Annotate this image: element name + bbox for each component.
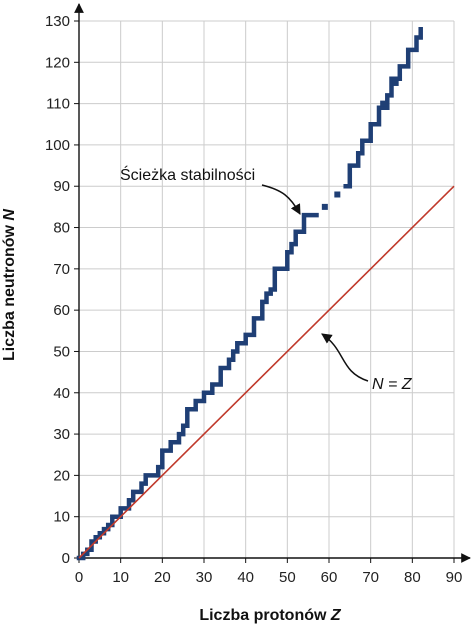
- stability-path-segment: [343, 27, 423, 189]
- x-tick-label: 50: [279, 569, 296, 586]
- y-tick-label: 10: [53, 509, 70, 526]
- x-tick-label: 0: [75, 569, 83, 586]
- x-tick-label: 70: [362, 569, 379, 586]
- grid: [79, 20, 455, 558]
- y-tick-label: 130: [45, 13, 70, 30]
- stability-point: [380, 100, 387, 107]
- y-tick-label: 90: [53, 178, 70, 195]
- y-tick-label: 70: [53, 261, 70, 278]
- y-tick-label: 100: [45, 137, 70, 154]
- tick-labels: 0 10 20 30 40 50 60 70 80 90 0 10 20 30 40 50 60 70 80 90 10…: [45, 13, 462, 586]
- x-tick-label: 80: [404, 569, 421, 586]
- stability-path-label: Ścieżka stabilności: [120, 165, 255, 184]
- y-axis-title: Liczba neutronów N: [1, 209, 18, 361]
- y-tick-label: 50: [53, 343, 70, 360]
- y-tick-label: 30: [53, 426, 70, 443]
- x-axis-title: Liczba protonów Z: [199, 607, 342, 624]
- stability-path-arrow: [261, 184, 301, 215]
- axes: [74, 3, 471, 563]
- x-tick-label: 10: [112, 569, 129, 586]
- y-tick-label: 0: [62, 550, 70, 567]
- y-tick-label: 60: [53, 302, 70, 319]
- y-tick-label: 20: [53, 467, 70, 484]
- y-tick-label: 40: [53, 385, 70, 402]
- x-tick-label: 40: [237, 569, 254, 586]
- nz-line-arrow: [321, 333, 369, 382]
- y-tick-label: 80: [53, 220, 70, 237]
- y-tick-label: 120: [45, 54, 70, 71]
- x-tick-label: 60: [321, 569, 338, 586]
- stability-point: [321, 203, 328, 210]
- nz-line-label: N = Z: [372, 376, 413, 393]
- stability-path-segment: [76, 212, 319, 561]
- stability-point: [334, 191, 341, 198]
- y-tick-label: 110: [46, 96, 70, 113]
- series-layer: [76, 27, 455, 561]
- x-tick-label: 20: [154, 569, 171, 586]
- x-tick-label: 30: [196, 569, 213, 586]
- stability-point: [392, 79, 399, 86]
- x-tick-label: 90: [446, 569, 463, 586]
- nz-line: [78, 185, 455, 559]
